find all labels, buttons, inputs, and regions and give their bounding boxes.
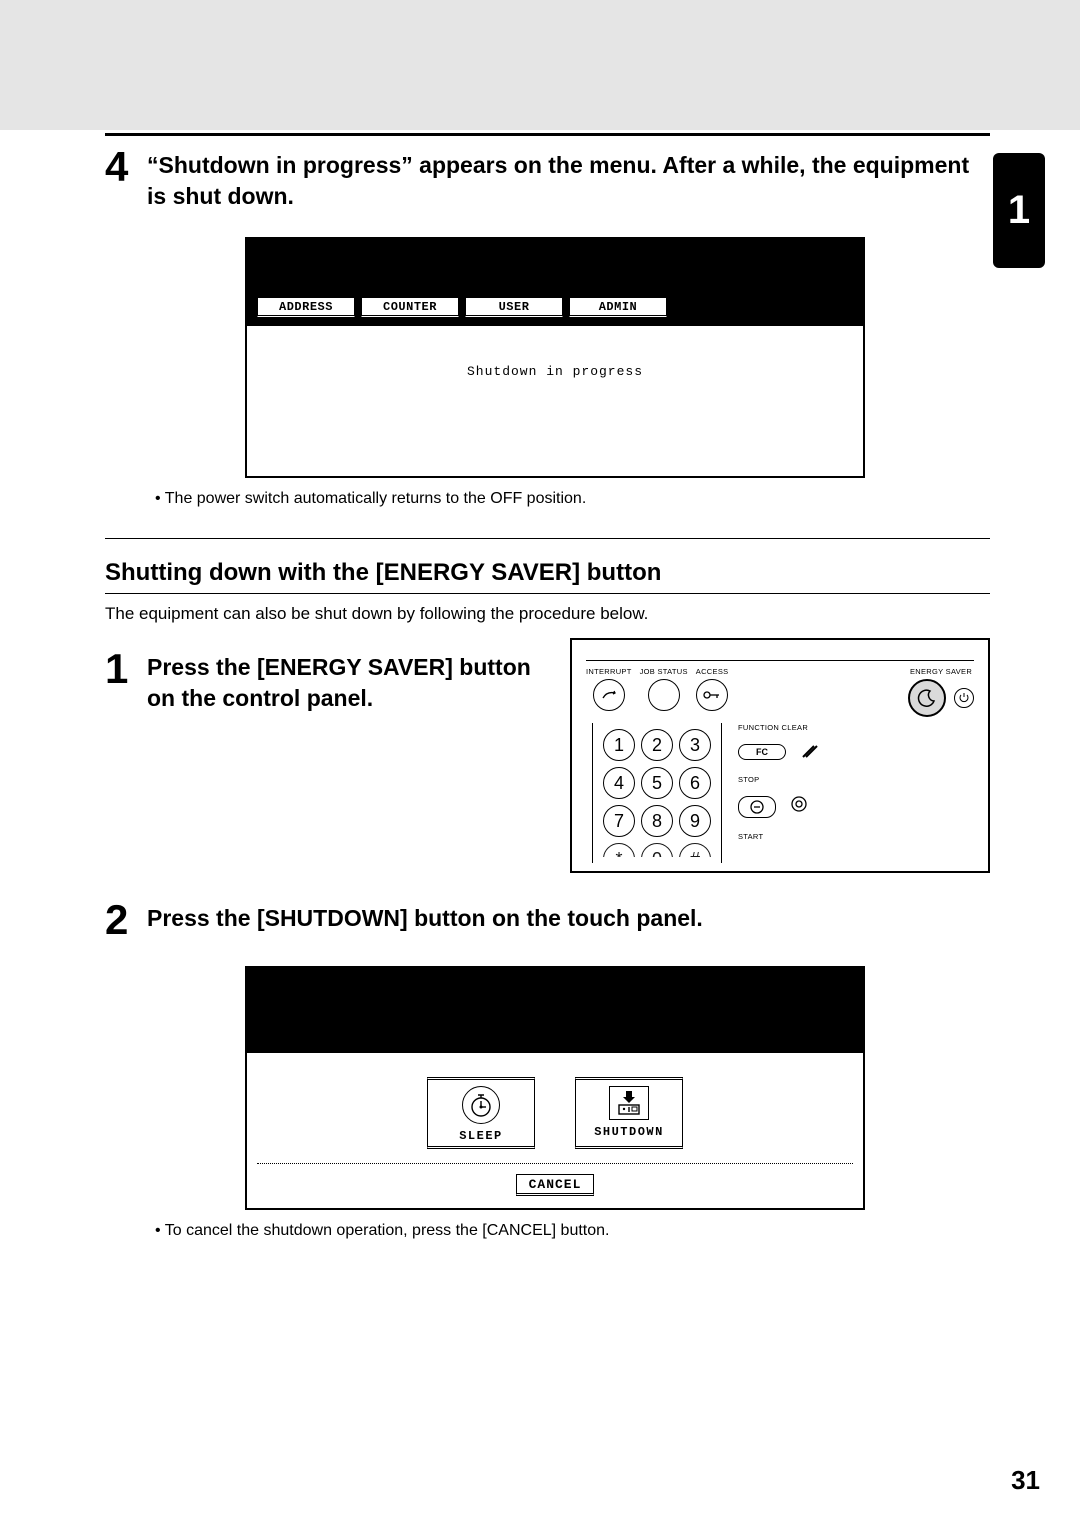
page-number: 31 bbox=[1011, 1465, 1040, 1496]
shutdown-icon bbox=[609, 1086, 649, 1120]
tab-user[interactable]: USER bbox=[465, 297, 563, 318]
note-cancel: To cancel the shutdown operation, press … bbox=[155, 1222, 990, 1240]
step-number: 2 bbox=[105, 899, 133, 941]
clock-icon bbox=[462, 1086, 500, 1124]
section-intro: The equipment can also be shut down by f… bbox=[105, 604, 990, 624]
note-power-switch: The power switch automatically returns t… bbox=[155, 490, 990, 508]
sleep-button[interactable]: SLEEP bbox=[427, 1077, 535, 1149]
energy-saver-button[interactable] bbox=[908, 679, 946, 717]
function-clear-button[interactable]: FC bbox=[738, 744, 786, 760]
label-start: START bbox=[738, 832, 818, 841]
control-panel-diagram: INTERRUPT JOB STATUS ACCESS bbox=[570, 638, 990, 873]
step-text: Press the [SHUTDOWN] button on the touch… bbox=[147, 899, 703, 934]
keypad-hash[interactable]: # bbox=[679, 843, 711, 857]
keypad-star[interactable]: * bbox=[603, 843, 635, 857]
rule bbox=[105, 538, 990, 539]
step-text: “Shutdown in progress” appears on the me… bbox=[147, 146, 990, 212]
rule bbox=[105, 593, 990, 594]
keypad-9[interactable]: 9 bbox=[679, 805, 711, 837]
energy-saver-step-2: 2 Press the [SHUTDOWN] button on the tou… bbox=[105, 899, 990, 941]
touchpanel-tab-row: ADDRESS COUNTER USER ADMIN bbox=[247, 291, 863, 326]
tab-admin[interactable]: ADMIN bbox=[569, 297, 667, 318]
shutdown-label: SHUTDOWN bbox=[594, 1125, 664, 1139]
keypad-4[interactable]: 4 bbox=[603, 767, 635, 799]
separator bbox=[257, 1163, 853, 1164]
indicator-icon bbox=[954, 688, 974, 708]
label-job-status: JOB STATUS bbox=[640, 667, 688, 676]
stop-button[interactable] bbox=[738, 796, 776, 818]
clear-icon bbox=[800, 743, 818, 761]
label-interrupt: INTERRUPT bbox=[586, 667, 632, 676]
keypad-3[interactable]: 3 bbox=[679, 729, 711, 761]
job-status-button[interactable] bbox=[648, 679, 680, 711]
page-header-banner bbox=[0, 0, 1080, 130]
touchpanel-header bbox=[247, 968, 863, 1053]
keypad-2[interactable]: 2 bbox=[641, 729, 673, 761]
shutdown-button[interactable]: SHUTDOWN bbox=[575, 1077, 683, 1149]
numeric-keypad: 1 2 3 4 5 6 7 8 9 * bbox=[592, 723, 722, 863]
step-number: 1 bbox=[105, 648, 133, 690]
cancel-button[interactable]: CANCEL bbox=[516, 1174, 595, 1196]
access-button[interactable] bbox=[696, 679, 728, 711]
touchpanel-message-area: Shutdown in progress bbox=[247, 326, 863, 476]
tab-counter[interactable]: COUNTER bbox=[361, 297, 459, 318]
step-4: 4 “Shutdown in progress” appears on the … bbox=[105, 146, 990, 212]
step-number: 4 bbox=[105, 146, 133, 188]
keypad-5[interactable]: 5 bbox=[641, 767, 673, 799]
keypad-8[interactable]: 8 bbox=[641, 805, 673, 837]
rule bbox=[105, 133, 990, 136]
keypad-7[interactable]: 7 bbox=[603, 805, 635, 837]
label-stop: STOP bbox=[738, 775, 818, 784]
keypad-0[interactable]: 0 bbox=[641, 843, 673, 857]
section-heading: Shutting down with the [ENERGY SAVER] bu… bbox=[105, 559, 990, 587]
keypad-6[interactable]: 6 bbox=[679, 767, 711, 799]
chapter-tab: 1 bbox=[993, 153, 1045, 268]
interrupt-button[interactable] bbox=[593, 679, 625, 711]
touchpanel-sleep-shutdown: SLEEP SHUTDOWN CANCEL bbox=[245, 966, 865, 1210]
label-energy-saver: ENERGY SAVER bbox=[910, 667, 972, 676]
touchpanel-shutdown-progress: ADDRESS COUNTER USER ADMIN Shutdown in p… bbox=[245, 237, 865, 478]
label-function-clear: FUNCTION CLEAR bbox=[738, 723, 818, 732]
label-access: ACCESS bbox=[696, 667, 729, 676]
keypad-1[interactable]: 1 bbox=[603, 729, 635, 761]
sleep-label: SLEEP bbox=[459, 1129, 503, 1143]
touchpanel-header bbox=[247, 239, 863, 291]
tab-address[interactable]: ADDRESS bbox=[257, 297, 355, 318]
shutdown-message: Shutdown in progress bbox=[467, 364, 643, 379]
step-text: Press the [ENERGY SAVER] button on the c… bbox=[147, 648, 540, 714]
energy-saver-step-1: 1 Press the [ENERGY SAVER] button on the… bbox=[105, 648, 540, 714]
stop-indicator-icon bbox=[790, 795, 808, 818]
